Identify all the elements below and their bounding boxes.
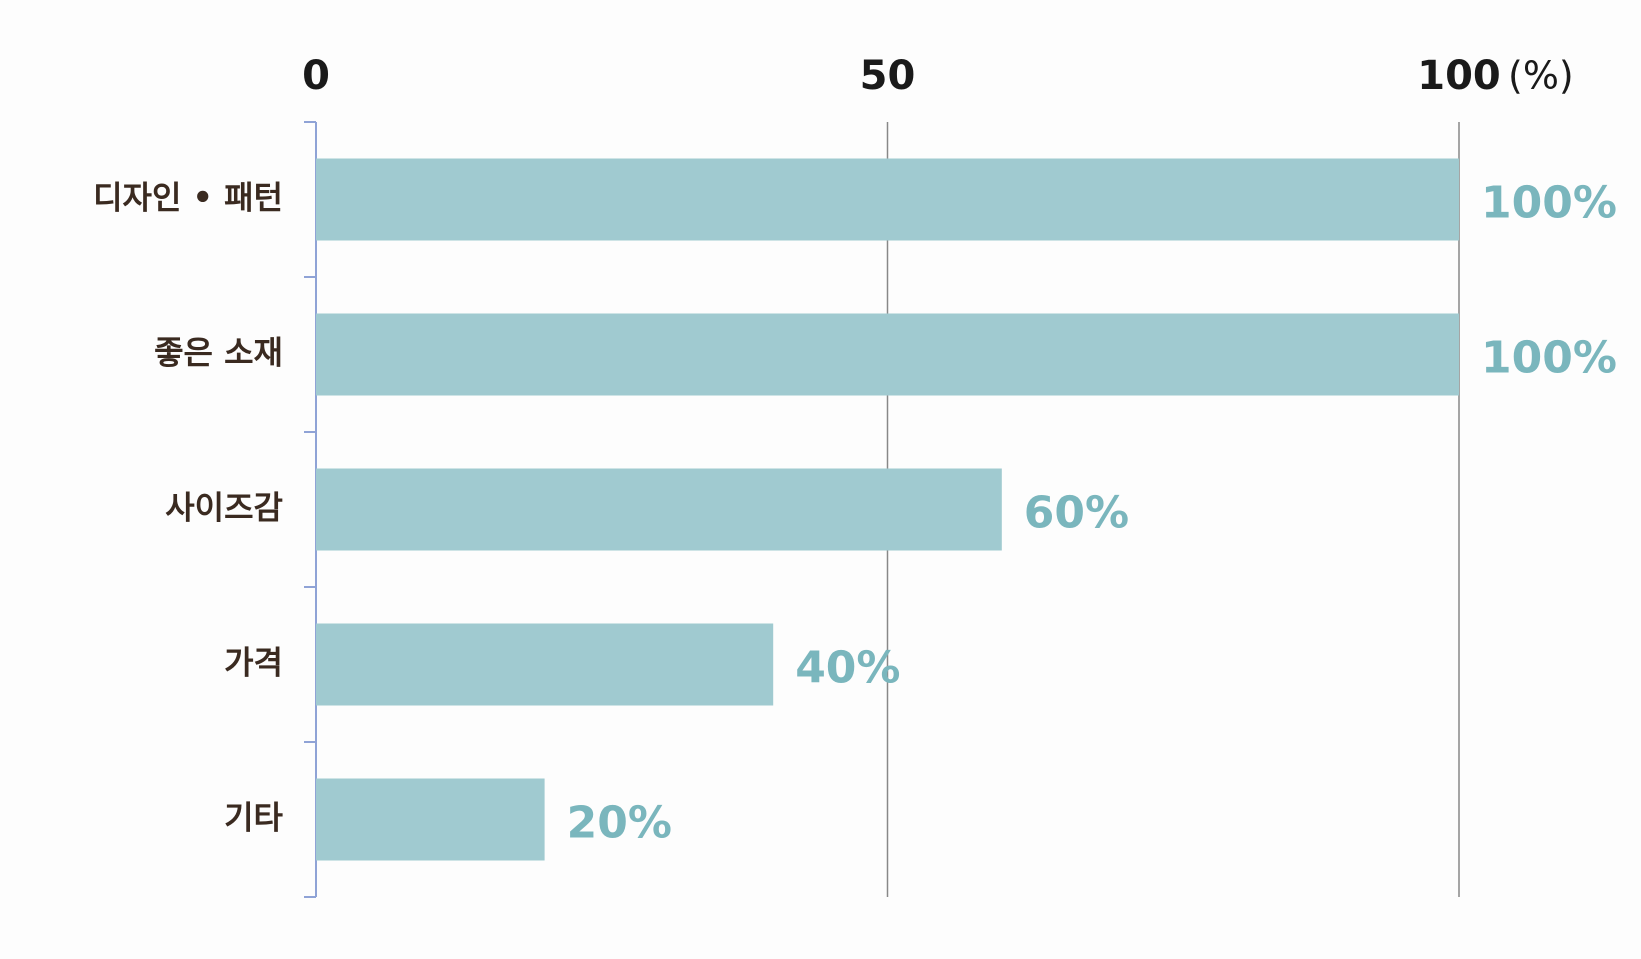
x-tick-label: 100 (1417, 53, 1501, 99)
bar (316, 313, 1459, 396)
category-label: 기타 (224, 799, 283, 837)
value-label: 100% (1481, 178, 1617, 229)
value-label: 20% (567, 798, 672, 849)
bar (316, 158, 1459, 241)
category-label: 디자인 • 패턴 (93, 179, 283, 217)
bar (316, 623, 774, 706)
value-label: 100% (1481, 333, 1617, 384)
category-label: 좋은 소재 (154, 334, 283, 372)
x-tick-label: 50 (860, 53, 916, 99)
category-label: 사이즈감 (165, 489, 283, 527)
category-label: 가격 (224, 644, 283, 682)
value-label: 40% (795, 643, 900, 694)
x-unit: (%) (1508, 54, 1574, 98)
bar (316, 468, 1002, 551)
bar (316, 778, 545, 861)
x-tick-label: 0 (302, 53, 330, 99)
value-label: 60% (1024, 488, 1129, 539)
